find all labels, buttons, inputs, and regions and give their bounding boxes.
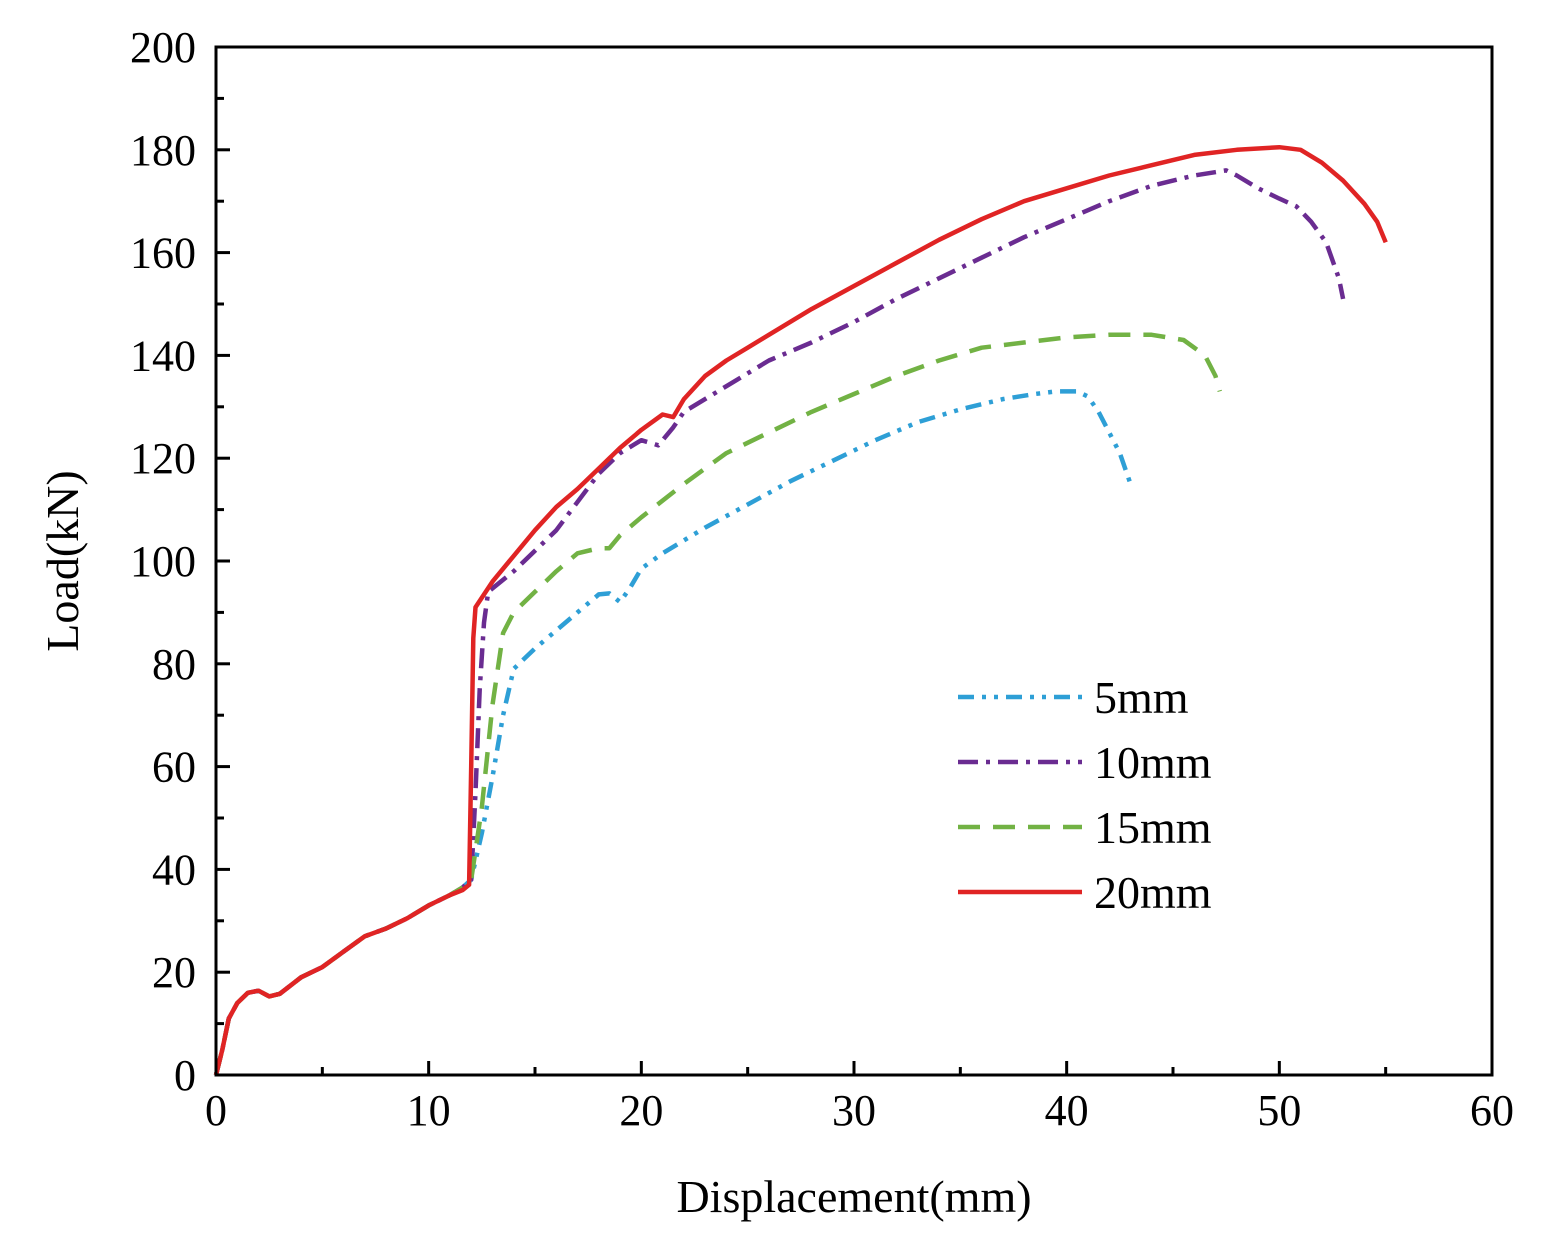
series-layer — [213, 144, 1388, 1076]
legend-label-20mm: 20mm — [1094, 867, 1212, 918]
x-tick-label: 40 — [1045, 1086, 1089, 1135]
x-tick-label: 60 — [1470, 1086, 1514, 1135]
y-tick-label: 100 — [130, 537, 196, 586]
y-tick-label: 40 — [152, 845, 196, 894]
y-tick-label: 160 — [130, 229, 196, 278]
legend-label-15mm: 15mm — [1094, 802, 1212, 853]
series-line-20mm — [213, 144, 1388, 1076]
x-tick-label: 10 — [407, 1086, 451, 1135]
y-tick-label: 200 — [130, 23, 196, 72]
y-tick-label: 80 — [152, 640, 196, 689]
y-tick-label: 0 — [174, 1051, 196, 1100]
series-line-10mm — [213, 168, 1346, 1076]
x-tick-label: 0 — [205, 1086, 227, 1135]
y-tick-label: 60 — [152, 743, 196, 792]
x-tick-label: 30 — [832, 1086, 876, 1135]
legend: 5mm 10mm 15mm 20mm — [958, 672, 1212, 918]
legend-label-5mm: 5mm — [1094, 672, 1189, 723]
y-tick-label: 180 — [130, 126, 196, 175]
series-line-15mm — [213, 332, 1222, 1076]
y-axis-title: Load(kN) — [37, 470, 88, 651]
plot-area-frame — [214, 45, 1494, 1077]
axis-ticks — [214, 45, 1494, 1077]
x-axis-title: Displacement(mm) — [676, 1171, 1031, 1222]
x-tick-label: 20 — [619, 1086, 663, 1135]
tick-labels: 0 10 20 30 40 50 60 0 20 40 60 80 100 120 140 160 180 200 — [130, 23, 1514, 1135]
y-tick-label: 120 — [130, 434, 196, 483]
y-tick-label: 20 — [152, 948, 196, 997]
x-tick-label: 50 — [1257, 1086, 1301, 1135]
y-tick-label: 140 — [130, 331, 196, 380]
legend-label-10mm: 10mm — [1094, 737, 1212, 788]
